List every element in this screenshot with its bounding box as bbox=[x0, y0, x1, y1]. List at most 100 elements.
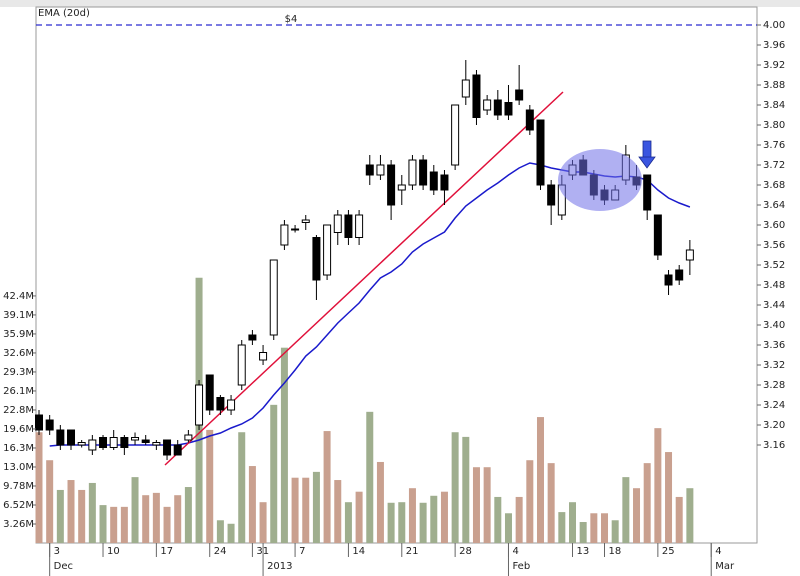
volume-bar bbox=[579, 522, 587, 543]
y-tick-label: 3.40 bbox=[763, 320, 785, 331]
y-tick-label: 3.56 bbox=[763, 240, 785, 251]
month-label: Mar bbox=[715, 561, 735, 572]
volume-bar bbox=[334, 480, 342, 543]
candle-body bbox=[56, 429, 65, 446]
x-tick-label: 28 bbox=[459, 546, 472, 557]
volume-bar bbox=[88, 482, 96, 543]
y-tick-label: 3.88 bbox=[763, 80, 785, 91]
x-tick-label: 21 bbox=[406, 546, 419, 557]
y2-tick-label: 16.3M bbox=[3, 443, 34, 454]
y-tick-label: 3.48 bbox=[763, 280, 785, 291]
x-tick-label: 17 bbox=[160, 546, 173, 557]
x-tick-label: 4 bbox=[715, 546, 721, 557]
volume-bar bbox=[99, 505, 107, 543]
volume-bar bbox=[238, 432, 246, 543]
volume-bar bbox=[142, 495, 150, 543]
volume-layer bbox=[35, 277, 694, 543]
volume-bar bbox=[462, 436, 470, 543]
y2-tick-label: 9.78M bbox=[3, 481, 34, 492]
candle-body bbox=[99, 437, 108, 448]
y-tick-label: 3.84 bbox=[763, 100, 785, 111]
candle-body bbox=[301, 219, 310, 223]
candle-body bbox=[429, 171, 438, 191]
month-label: 2013 bbox=[267, 561, 292, 572]
volume-bar bbox=[430, 495, 438, 543]
y2-tick-label: 3.26M bbox=[3, 519, 34, 530]
volume-bar bbox=[56, 489, 64, 543]
volume-bar bbox=[67, 480, 75, 543]
candle-body bbox=[461, 79, 470, 98]
candle-body bbox=[195, 384, 204, 426]
candle-body bbox=[504, 102, 513, 116]
candle-body bbox=[664, 274, 673, 286]
arrow bbox=[638, 140, 656, 169]
candle-body bbox=[205, 374, 214, 411]
volume-bar bbox=[78, 489, 86, 543]
volume-bar bbox=[622, 477, 630, 543]
arrow-shaft bbox=[642, 140, 652, 159]
y-tick-label: 3.60 bbox=[763, 220, 785, 231]
volume-bar bbox=[131, 477, 139, 543]
volume-bar bbox=[515, 496, 523, 543]
volume-bar bbox=[206, 429, 214, 543]
candle-body bbox=[248, 334, 257, 341]
x-tick-label: 3 bbox=[54, 546, 60, 557]
candle-body bbox=[120, 437, 129, 448]
volume-bar bbox=[526, 460, 534, 543]
candle-body bbox=[269, 259, 278, 336]
y2-tick-label: 32.6M bbox=[3, 348, 34, 359]
candle-body bbox=[152, 442, 161, 446]
x-tick-label: 13 bbox=[577, 546, 590, 557]
axes-layer: 4.00 3.96 3.92 3.88 3.84 3.80 3.76 3.72 3.68 3.64… bbox=[3, 14, 785, 576]
plot-area bbox=[35, 6, 758, 544]
y2-tick-label: 29.3M bbox=[3, 367, 34, 378]
volume-bar bbox=[601, 513, 609, 543]
candle-body bbox=[323, 224, 332, 276]
candle-body bbox=[397, 184, 406, 191]
volume-bar bbox=[643, 463, 651, 543]
volume-bar bbox=[184, 487, 192, 543]
volume-bar bbox=[483, 467, 491, 543]
candle-body bbox=[131, 437, 140, 441]
candle-body bbox=[141, 439, 150, 443]
volume-bar bbox=[35, 432, 43, 543]
volume-bar bbox=[472, 467, 480, 543]
volume-bar bbox=[312, 471, 320, 543]
volume-bar bbox=[376, 461, 384, 543]
y-tick-label: 3.72 bbox=[763, 160, 785, 171]
volume-bar bbox=[163, 506, 171, 543]
volume-bar bbox=[504, 513, 512, 543]
candle-body bbox=[675, 269, 684, 281]
y-tick-label: 3.16 bbox=[763, 440, 785, 451]
volume-bar bbox=[419, 502, 427, 543]
volume-bar bbox=[270, 404, 278, 543]
x-tick-label: 25 bbox=[662, 546, 675, 557]
volume-bar bbox=[152, 492, 160, 543]
x-tick-label: 4 bbox=[512, 546, 518, 557]
volume-bar bbox=[408, 488, 416, 543]
y-tick-label: 3.24 bbox=[763, 400, 785, 411]
candle-body bbox=[493, 99, 502, 116]
candle-body bbox=[376, 164, 385, 176]
y-tick-label: 3.20 bbox=[763, 420, 785, 431]
candle-body bbox=[259, 352, 268, 361]
y-tick-label: 3.32 bbox=[763, 360, 785, 371]
y-tick-label: 3.36 bbox=[763, 340, 785, 351]
volume-bar bbox=[227, 523, 235, 543]
volume-bar bbox=[590, 513, 598, 543]
volume-bar bbox=[248, 466, 256, 543]
volume-bar bbox=[633, 488, 641, 543]
candle-body bbox=[344, 214, 353, 238]
candle-body bbox=[173, 444, 182, 456]
volume-bar bbox=[280, 347, 288, 543]
y-tick-label: 4.00 bbox=[763, 20, 785, 31]
y2-tick-label: 19.6M bbox=[3, 424, 34, 435]
candle-body bbox=[483, 99, 492, 111]
candle-body bbox=[291, 228, 300, 231]
candle-body bbox=[451, 104, 460, 166]
volume-bar bbox=[536, 417, 544, 543]
volume-bar bbox=[259, 502, 267, 543]
volume-bar bbox=[174, 495, 182, 543]
volume-bar bbox=[675, 496, 683, 543]
volume-bar bbox=[323, 431, 331, 543]
